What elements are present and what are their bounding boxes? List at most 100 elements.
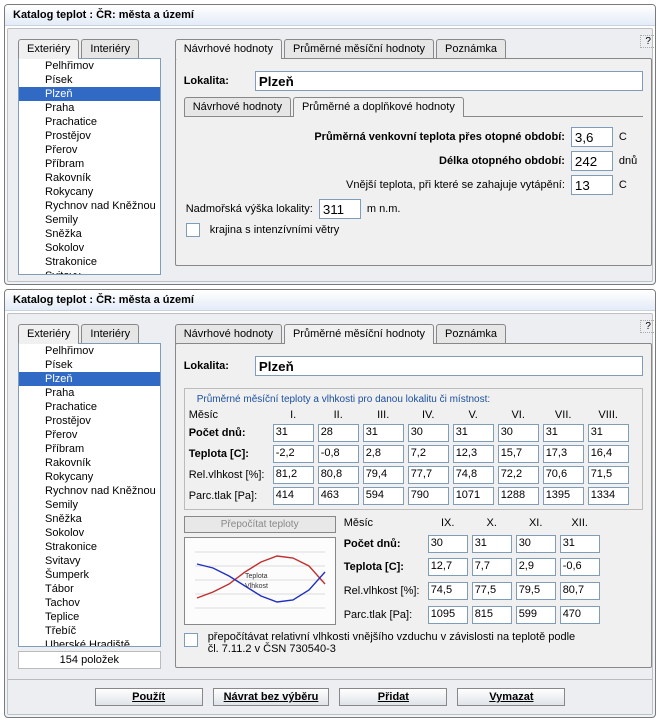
list-item[interactable]: Prostějov xyxy=(19,414,160,428)
data-cell[interactable]: 74,8 xyxy=(453,466,494,484)
list-item[interactable]: Přerov xyxy=(19,428,160,442)
delete-button[interactable]: Vymazat xyxy=(457,688,565,706)
data-cell[interactable]: 2,8 xyxy=(363,445,404,463)
recalc-rh-checkbox[interactable] xyxy=(184,633,198,647)
data-cell[interactable]: 16,4 xyxy=(588,445,629,463)
data-cell[interactable]: 80,7 xyxy=(560,582,600,600)
city-list[interactable]: PelhřimovPísekPlzeňPrahaPrachaticeProstě… xyxy=(18,58,161,275)
data-cell[interactable]: 31 xyxy=(363,424,404,442)
data-cell[interactable]: 81,2 xyxy=(273,466,314,484)
list-item[interactable]: Plzeň xyxy=(19,372,160,386)
data-cell[interactable]: 77,7 xyxy=(408,466,449,484)
list-item[interactable]: Přerov xyxy=(19,143,160,157)
list-item[interactable]: Tábor xyxy=(19,582,160,596)
data-cell[interactable]: 1288 xyxy=(498,487,539,505)
list-item[interactable]: Prachatice xyxy=(19,115,160,129)
list-item[interactable]: Tachov xyxy=(19,596,160,610)
help-icon-2[interactable]: ? xyxy=(640,320,656,333)
data-cell[interactable]: 74,5 xyxy=(428,582,468,600)
list-item[interactable]: Rokycany xyxy=(19,470,160,484)
list-item[interactable]: Semily xyxy=(19,498,160,512)
data-cell[interactable]: 30 xyxy=(408,424,449,442)
list-item[interactable]: Plzeň xyxy=(19,87,160,101)
data-cell[interactable]: 30 xyxy=(428,535,468,553)
back-button[interactable]: Návrat bez výběru xyxy=(213,688,330,706)
data-cell[interactable]: 79,4 xyxy=(363,466,404,484)
tab-poznamka-2[interactable]: Poznámka xyxy=(436,324,506,343)
data-cell[interactable]: 30 xyxy=(498,424,539,442)
data-cell[interactable]: 15,7 xyxy=(498,445,539,463)
data-cell[interactable]: 28 xyxy=(318,424,359,442)
list-item[interactable]: Příbram xyxy=(19,442,160,456)
list-item[interactable]: Praha xyxy=(19,101,160,115)
data-cell[interactable]: 17,3 xyxy=(543,445,584,463)
side-tab-exteriery-2[interactable]: Exteriéry xyxy=(18,324,79,343)
city-list-2[interactable]: PelhřimovPísekPlzeňPrahaPrachaticeProstě… xyxy=(18,343,161,647)
data-cell[interactable]: 1334 xyxy=(588,487,629,505)
list-item[interactable]: Sokolov xyxy=(19,241,160,255)
avg-temp-input[interactable] xyxy=(571,127,613,147)
list-item[interactable]: Uherské Hradiště xyxy=(19,638,160,647)
heating-days-input[interactable] xyxy=(571,151,613,171)
list-item[interactable]: Písek xyxy=(19,73,160,87)
list-item[interactable]: Rakovník xyxy=(19,456,160,470)
data-cell[interactable]: 12,7 xyxy=(428,558,468,576)
data-cell[interactable]: -0,6 xyxy=(560,558,600,576)
list-item[interactable]: Sokolov xyxy=(19,526,160,540)
tab-poznamka[interactable]: Poznámka xyxy=(436,39,506,58)
list-item[interactable]: Prostějov xyxy=(19,129,160,143)
data-cell[interactable]: 594 xyxy=(363,487,404,505)
data-cell[interactable]: 1071 xyxy=(453,487,494,505)
data-cell[interactable]: -0,8 xyxy=(318,445,359,463)
data-cell[interactable]: 70,6 xyxy=(543,466,584,484)
subtab-navrhove[interactable]: Návrhové hodnoty xyxy=(184,97,291,116)
list-item[interactable]: Rokycany xyxy=(19,185,160,199)
list-item[interactable]: Teplice xyxy=(19,610,160,624)
list-item[interactable]: Praha xyxy=(19,386,160,400)
data-cell[interactable]: 31 xyxy=(472,535,512,553)
data-cell[interactable]: 30 xyxy=(516,535,556,553)
data-cell[interactable]: 815 xyxy=(472,606,512,624)
add-button[interactable]: Přidat xyxy=(339,688,447,706)
data-cell[interactable]: 1095 xyxy=(428,606,468,624)
tab-navrhove-2[interactable]: Návrhové hodnoty xyxy=(175,324,282,343)
tab-prumerne-2[interactable]: Průměrné měsíční hodnoty xyxy=(284,324,434,343)
data-cell[interactable]: 79,5 xyxy=(516,582,556,600)
recalc-button[interactable]: Přepočítat teploty xyxy=(184,516,336,533)
use-button[interactable]: Použít xyxy=(95,688,203,706)
data-cell[interactable]: 31 xyxy=(588,424,629,442)
data-cell[interactable]: 599 xyxy=(516,606,556,624)
data-cell[interactable]: 414 xyxy=(273,487,314,505)
list-item[interactable]: Svitavy xyxy=(19,269,160,275)
list-item[interactable]: Sněžka xyxy=(19,512,160,526)
data-cell[interactable]: 31 xyxy=(543,424,584,442)
wind-checkbox[interactable] xyxy=(186,223,200,237)
list-item[interactable]: Svitavy xyxy=(19,554,160,568)
list-item[interactable]: Pelhřimov xyxy=(19,59,160,73)
data-cell[interactable]: 12,3 xyxy=(453,445,494,463)
data-cell[interactable]: 31 xyxy=(453,424,494,442)
list-item[interactable]: Semily xyxy=(19,213,160,227)
data-cell[interactable]: 2,9 xyxy=(516,558,556,576)
data-cell[interactable]: 7,2 xyxy=(408,445,449,463)
tab-navrhove[interactable]: Návrhové hodnoty xyxy=(175,39,282,58)
list-item[interactable]: Sněžka xyxy=(19,227,160,241)
data-cell[interactable]: 7,7 xyxy=(472,558,512,576)
side-tab-interiery[interactable]: Interiéry xyxy=(81,39,139,58)
list-item[interactable]: Rychnov nad Kněžnou xyxy=(19,199,160,213)
data-cell[interactable]: 31 xyxy=(273,424,314,442)
tab-prumerne[interactable]: Průměrné měsíční hodnoty xyxy=(284,39,434,58)
list-item[interactable]: Šumperk xyxy=(19,568,160,582)
help-icon[interactable]: ? xyxy=(640,35,656,48)
list-item[interactable]: Příbram xyxy=(19,157,160,171)
data-cell[interactable]: 77,5 xyxy=(472,582,512,600)
list-item[interactable]: Pelhřimov xyxy=(19,344,160,358)
list-item[interactable]: Rychnov nad Kněžnou xyxy=(19,484,160,498)
data-cell[interactable]: -2,2 xyxy=(273,445,314,463)
data-cell[interactable]: 31 xyxy=(560,535,600,553)
side-tab-exteriery[interactable]: Exteriéry xyxy=(18,39,79,58)
side-tab-interiery-2[interactable]: Interiéry xyxy=(81,324,139,343)
data-cell[interactable]: 790 xyxy=(408,487,449,505)
list-item[interactable]: Strakonice xyxy=(19,540,160,554)
lokalita-input-2[interactable] xyxy=(255,356,643,376)
